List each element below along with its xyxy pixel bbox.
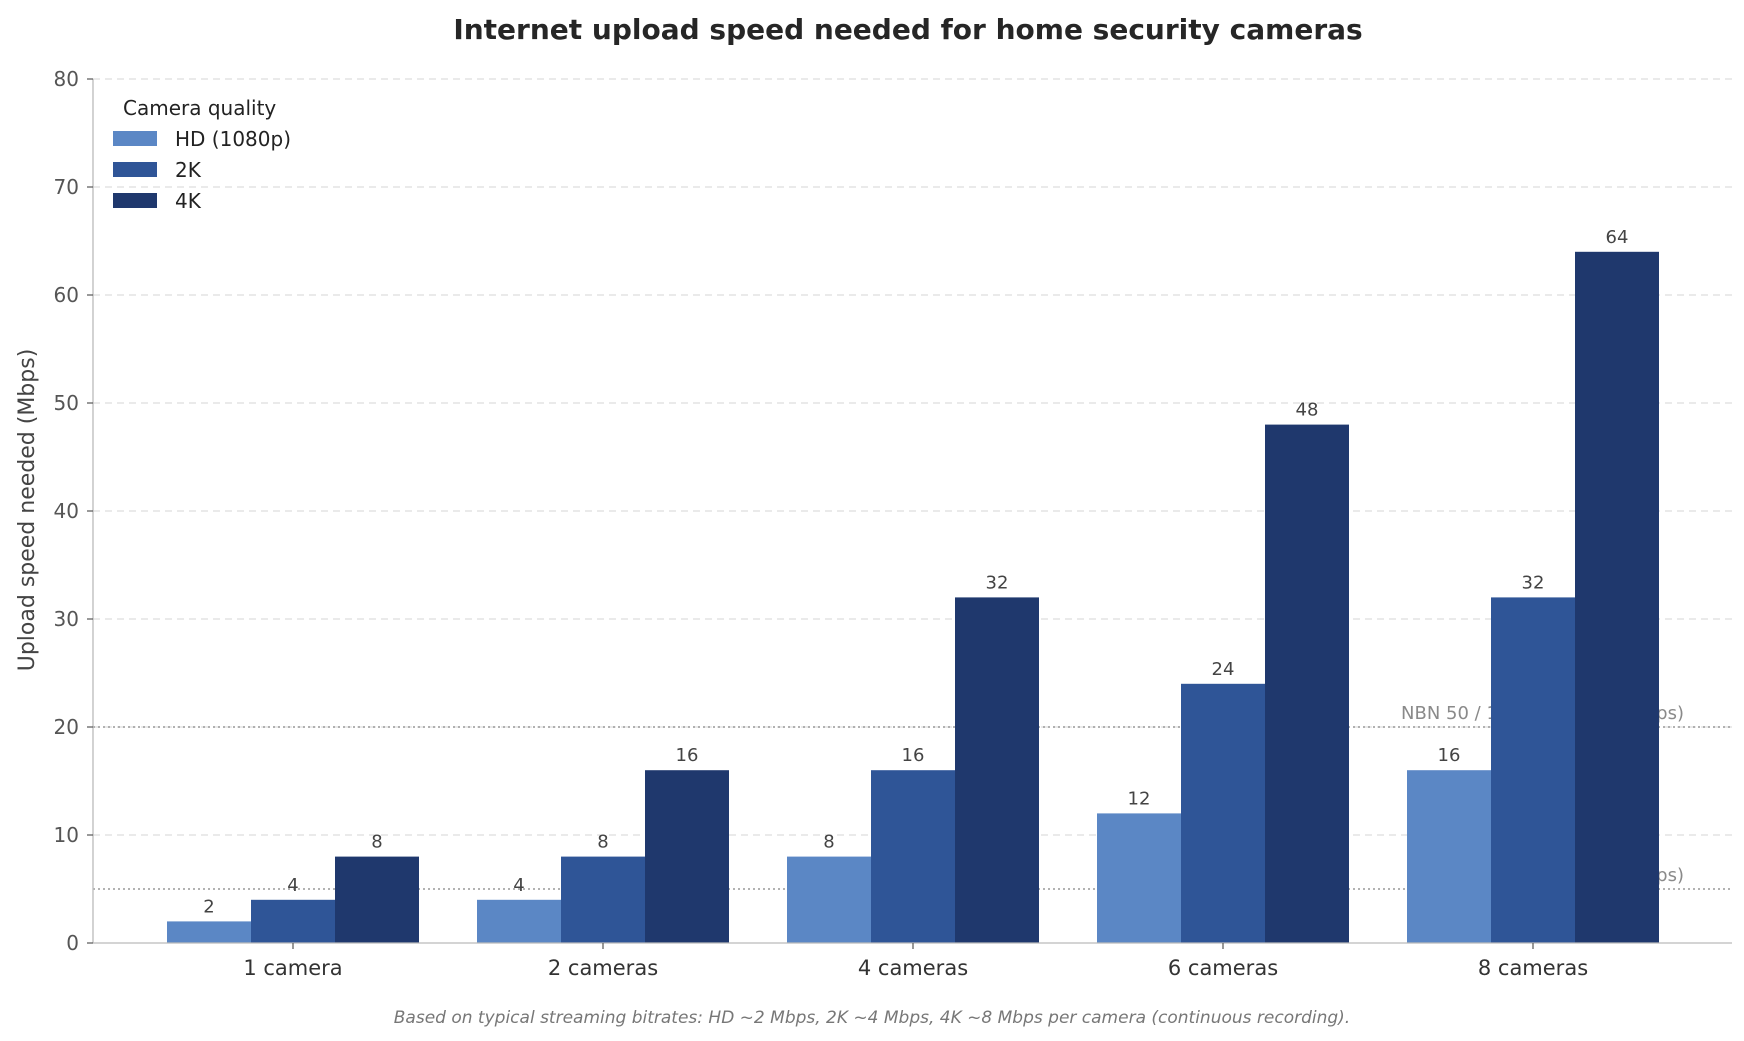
- bar: [1575, 251, 1659, 944]
- bar: [645, 770, 729, 943]
- bar: [955, 597, 1039, 943]
- bar-value-label: 24: [1212, 659, 1235, 680]
- x-tick-label: 1 camera: [243, 956, 342, 980]
- legend-entry-label: HD (1080p): [175, 127, 291, 151]
- x-tick-labels: 1 camera 2 cameras 4 cameras 6 cameras 8 cam…: [243, 943, 1588, 980]
- y-tick-label: 50: [54, 391, 79, 415]
- x-tick-label: 6 cameras: [1168, 956, 1278, 980]
- bar-value-label: 48: [1296, 400, 1319, 421]
- y-tick-label: 60: [54, 283, 79, 307]
- bar: [871, 770, 955, 943]
- bar-value-label: 12: [1128, 788, 1151, 809]
- y-tick-labels: 0 10 20 30 40 50 60 70 80: [54, 67, 93, 955]
- bar: [167, 921, 251, 943]
- legend-entry-label: 2K: [175, 158, 202, 182]
- footnote: Based on typical streaming bitrates: HD …: [394, 1008, 1350, 1028]
- bar-value-label: 8: [371, 832, 382, 853]
- bar-value-label: 2: [203, 896, 214, 917]
- bar: [477, 899, 561, 943]
- legend-swatch: [113, 193, 157, 208]
- y-tick-label: 70: [54, 175, 79, 199]
- chart-title: Internet upload speed needed for home se…: [453, 13, 1362, 46]
- x-tick-label: 2 cameras: [548, 956, 658, 980]
- bar-value-label: 32: [1522, 572, 1545, 593]
- legend-swatch: [113, 162, 157, 177]
- y-tick-label: 20: [54, 715, 79, 739]
- bar: [561, 856, 645, 943]
- y-tick-label: 30: [54, 607, 79, 631]
- x-tick-label: 4 cameras: [858, 956, 968, 980]
- y-tick-label: 10: [54, 823, 79, 847]
- bar: [335, 856, 419, 943]
- legend: Camera quality HD (1080p) 2K 4K: [113, 96, 291, 213]
- bar-value-label: 16: [676, 745, 699, 766]
- legend-title: Camera quality: [123, 96, 276, 120]
- bar-value-label: 8: [597, 832, 608, 853]
- bar-value-label: 4: [513, 875, 524, 896]
- bar-value-label: 8: [823, 832, 834, 853]
- y-tick-label: 80: [54, 67, 79, 91]
- x-tick-label: 8 cameras: [1478, 956, 1588, 980]
- bar-value-label: 4: [287, 875, 298, 896]
- bars-group: [167, 251, 1659, 944]
- bar-value-label: 16: [1438, 745, 1461, 766]
- y-tick-label: 40: [54, 499, 79, 523]
- bar-value-label: 32: [986, 572, 1009, 593]
- bar: [1407, 770, 1491, 943]
- y-tick-label: 0: [66, 931, 79, 955]
- bar: [251, 899, 335, 943]
- legend-swatch: [113, 131, 157, 146]
- bar-value-label: 64: [1606, 227, 1629, 248]
- bar: [787, 856, 871, 943]
- bar: [1491, 597, 1575, 943]
- legend-entry-label: 4K: [175, 189, 202, 213]
- bar: [1265, 424, 1349, 944]
- y-axis-label: Upload speed needed (Mbps): [15, 349, 40, 672]
- bar-value-label: 16: [902, 745, 925, 766]
- bar: [1181, 683, 1265, 943]
- bar: [1097, 813, 1181, 943]
